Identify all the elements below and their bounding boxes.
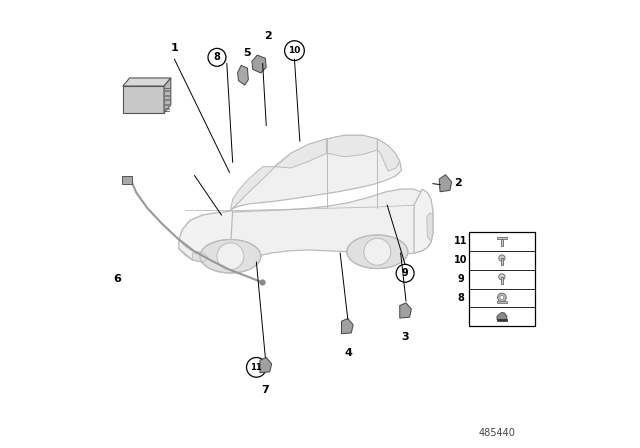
Polygon shape	[414, 189, 433, 253]
Polygon shape	[192, 253, 208, 262]
Text: 11: 11	[454, 237, 467, 246]
Polygon shape	[497, 237, 507, 239]
Polygon shape	[252, 55, 266, 73]
Bar	[500, 276, 503, 284]
Polygon shape	[230, 167, 275, 211]
Polygon shape	[164, 78, 171, 113]
Polygon shape	[179, 189, 433, 262]
Text: 3: 3	[401, 332, 409, 342]
Circle shape	[217, 243, 244, 270]
Text: 4: 4	[344, 348, 352, 358]
Text: 5: 5	[244, 48, 252, 58]
FancyBboxPatch shape	[123, 86, 164, 113]
Text: 6: 6	[113, 274, 122, 284]
Polygon shape	[427, 213, 433, 241]
Text: 9: 9	[458, 274, 464, 284]
Circle shape	[497, 293, 506, 302]
Text: 9: 9	[402, 268, 408, 278]
Polygon shape	[342, 319, 353, 334]
Polygon shape	[347, 235, 408, 268]
Polygon shape	[260, 358, 271, 373]
Bar	[500, 239, 503, 246]
Bar	[497, 301, 506, 302]
Polygon shape	[230, 135, 401, 211]
Polygon shape	[237, 65, 248, 85]
Circle shape	[364, 238, 391, 265]
Text: 10: 10	[288, 46, 301, 55]
Polygon shape	[200, 240, 261, 273]
Polygon shape	[326, 135, 378, 157]
Text: 11: 11	[250, 363, 262, 372]
Circle shape	[500, 296, 504, 299]
Polygon shape	[400, 303, 412, 318]
Bar	[497, 319, 508, 321]
Polygon shape	[123, 78, 171, 86]
Text: 7: 7	[262, 385, 269, 395]
Polygon shape	[378, 139, 400, 171]
Text: 485440: 485440	[479, 428, 515, 438]
Text: 8: 8	[457, 293, 464, 303]
Text: 8: 8	[214, 52, 220, 62]
Text: 2: 2	[454, 178, 462, 188]
Bar	[122, 176, 132, 184]
Circle shape	[499, 274, 505, 280]
Text: 1: 1	[170, 43, 179, 53]
Polygon shape	[497, 313, 507, 319]
Text: 10: 10	[454, 255, 467, 265]
Polygon shape	[179, 211, 232, 253]
Bar	[500, 258, 503, 265]
Polygon shape	[439, 175, 452, 192]
Polygon shape	[275, 139, 326, 168]
Circle shape	[499, 255, 505, 261]
Bar	[468, 232, 535, 326]
Text: 2: 2	[264, 31, 273, 41]
